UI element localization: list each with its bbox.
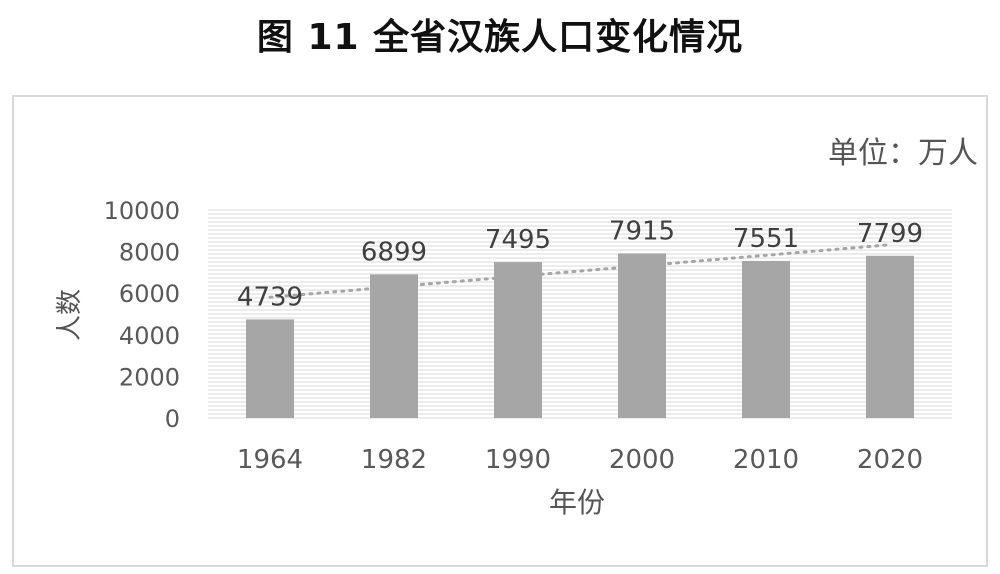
- bars: [246, 253, 914, 418]
- data-label: 7915: [609, 216, 675, 246]
- gridlines: [208, 209, 952, 419]
- x-tick-label: 1990: [485, 445, 551, 475]
- trendline-line: [268, 243, 892, 299]
- trendline: [268, 243, 892, 299]
- data-label: 4739: [237, 282, 303, 312]
- y-tick-label: 10000: [104, 197, 180, 225]
- y-tick-label: 4000: [119, 322, 180, 350]
- x-tick-label: 2020: [857, 445, 923, 475]
- x-tick-label: 1964: [237, 445, 303, 475]
- x-tick-label: 1982: [361, 445, 427, 475]
- x-axis: 1964 1982 1990 2000 2010 2020: [237, 445, 923, 475]
- bar-2010: [742, 260, 790, 418]
- data-label: 6899: [361, 238, 427, 268]
- unit-label: 单位：万人: [828, 136, 978, 171]
- data-label: 7799: [857, 219, 923, 249]
- bar-2000: [618, 253, 666, 418]
- y-axis-title: 人数: [55, 289, 85, 341]
- y-tick-label: 8000: [119, 239, 180, 267]
- bar-1990: [494, 262, 542, 418]
- bar-1964: [246, 319, 294, 418]
- x-tick-label: 2010: [733, 445, 799, 475]
- chart-frame: [12, 95, 988, 567]
- data-label: 7495: [485, 225, 551, 255]
- figure-title: 图 11 全省汉族人口变化情况: [256, 17, 744, 58]
- y-axis: 0 2000 4000 6000 8000 10000: [104, 197, 180, 433]
- y-tick-label: 0: [165, 405, 180, 433]
- data-labels: 4739 6899 7495 7915 7551 7799: [237, 216, 923, 312]
- data-label: 7551: [733, 224, 799, 254]
- bar-2020: [866, 255, 914, 418]
- bar-1982: [370, 274, 418, 418]
- y-tick-label: 2000: [119, 363, 180, 391]
- y-tick-label: 6000: [119, 280, 180, 308]
- x-tick-label: 2000: [609, 445, 675, 475]
- x-axis-title: 年份: [549, 486, 605, 519]
